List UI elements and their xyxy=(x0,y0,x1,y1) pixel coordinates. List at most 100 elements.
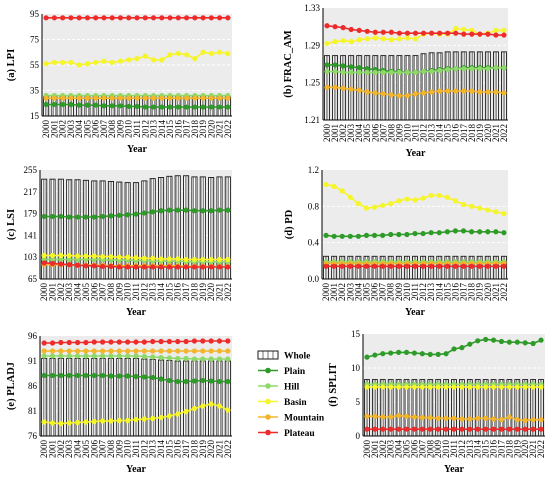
point-plateau xyxy=(91,263,97,269)
x-tick-label: 2020 xyxy=(206,283,216,302)
point-mountain xyxy=(200,95,206,101)
legend-item-plateau: Plateau xyxy=(258,429,315,439)
point-plateau xyxy=(443,426,449,432)
point-plateau xyxy=(412,30,419,36)
x-tick-label: 2012 xyxy=(418,283,428,301)
point-plateau xyxy=(116,264,122,270)
point-plateau xyxy=(175,338,181,345)
x-tick-label: 2000 xyxy=(322,124,332,143)
point-hill xyxy=(49,353,56,359)
point-plateau xyxy=(200,15,206,21)
point-hill xyxy=(108,353,114,359)
point-basin xyxy=(158,256,164,262)
x-tick-label: 2000 xyxy=(362,440,372,459)
point-plain xyxy=(101,103,107,109)
point-plateau xyxy=(126,15,132,21)
legend-swatch-dot xyxy=(265,367,271,374)
point-plateau xyxy=(538,426,544,432)
point-mountain xyxy=(76,95,82,101)
bar-whole xyxy=(396,55,403,121)
point-plain xyxy=(150,104,157,110)
legend-label: Whole xyxy=(284,352,310,362)
point-plateau xyxy=(58,339,64,346)
point-mountain xyxy=(225,95,231,101)
point-plateau xyxy=(41,340,47,346)
point-mountain xyxy=(428,89,435,95)
point-basin xyxy=(501,27,507,34)
point-basin xyxy=(200,49,206,55)
x-tick-label: 2002 xyxy=(56,440,66,458)
point-plain xyxy=(166,207,172,213)
x-axis-title: Year xyxy=(405,307,426,318)
point-plateau xyxy=(435,426,441,432)
point-hill xyxy=(469,66,475,72)
point-plateau xyxy=(348,26,354,33)
point-basin xyxy=(108,418,114,424)
point-basin xyxy=(58,420,64,427)
point-basin xyxy=(323,181,329,188)
point-plateau xyxy=(49,260,56,267)
point-mountain xyxy=(356,87,362,93)
point-plateau xyxy=(41,260,47,266)
point-plain xyxy=(159,104,165,110)
point-hill xyxy=(141,353,147,360)
point-plain xyxy=(60,101,66,108)
point-mountain xyxy=(501,90,507,96)
point-plateau xyxy=(91,339,97,345)
x-tick-label: 2010 xyxy=(124,120,134,139)
point-plain xyxy=(133,373,139,380)
point-basin xyxy=(451,384,457,390)
point-plain xyxy=(225,104,231,110)
x-tick-label: 2006 xyxy=(91,120,101,139)
point-plain xyxy=(428,230,434,236)
point-plateau xyxy=(469,263,475,269)
x-tick-label: 2014 xyxy=(156,283,166,302)
point-plateau xyxy=(100,263,106,269)
bar-whole xyxy=(166,360,173,437)
y-tick-label: 0 xyxy=(356,431,361,441)
point-basin xyxy=(348,38,354,45)
y-tick-label: 1.25 xyxy=(304,78,320,88)
point-basin xyxy=(452,198,459,204)
point-mountain xyxy=(396,413,402,419)
point-basin xyxy=(412,36,419,42)
point-plateau xyxy=(74,339,81,346)
point-plateau xyxy=(372,426,378,432)
x-tick-label: 2002 xyxy=(378,440,388,458)
point-plain xyxy=(66,214,72,220)
point-mountain xyxy=(332,84,338,90)
y-tick-label: 0.4 xyxy=(308,238,320,248)
point-plain xyxy=(363,232,370,238)
x-tick-label: 2010 xyxy=(441,440,451,459)
point-mountain xyxy=(166,348,172,354)
point-basin xyxy=(469,203,475,209)
point-plateau xyxy=(167,15,173,21)
point-plateau xyxy=(116,339,122,345)
y-tick-label: 86 xyxy=(28,381,38,391)
x-tick-label: 2008 xyxy=(106,283,116,302)
point-basin xyxy=(388,384,394,390)
y-tick-label: 10 xyxy=(351,363,361,373)
point-plain xyxy=(404,231,410,238)
point-basin xyxy=(372,35,378,41)
point-mountain xyxy=(493,89,499,95)
y-tick-label: 179 xyxy=(24,209,38,219)
point-plateau xyxy=(506,426,512,432)
point-basin xyxy=(380,384,386,390)
point-basin xyxy=(436,192,442,199)
x-tick-label: 2022 xyxy=(499,124,509,142)
x-tick-label: 2018 xyxy=(189,440,199,459)
point-basin xyxy=(538,384,544,390)
point-plain xyxy=(372,352,378,358)
point-basin xyxy=(404,196,410,202)
point-plain xyxy=(514,339,520,345)
point-plateau xyxy=(66,339,72,346)
x-tick-label: 2013 xyxy=(465,440,475,459)
point-plain xyxy=(451,346,457,352)
point-basin xyxy=(158,414,164,421)
point-mountain xyxy=(530,417,536,423)
x-tick-label: 2008 xyxy=(386,124,396,143)
y-tick-label: 76 xyxy=(28,431,38,441)
point-mountain xyxy=(364,413,370,419)
x-tick-label: 2004 xyxy=(353,283,363,302)
